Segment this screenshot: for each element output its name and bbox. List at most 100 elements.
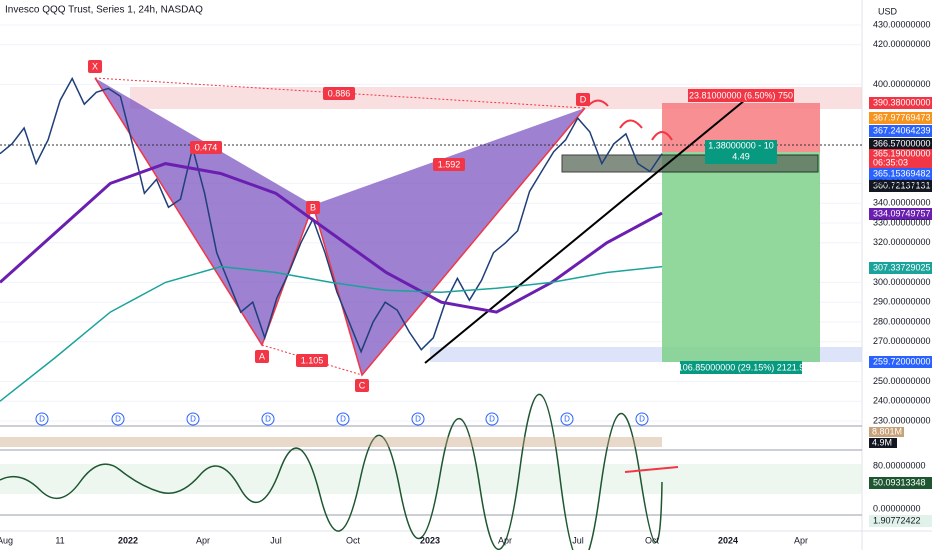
- entry-label: 1.38000000 - 10: [708, 140, 774, 150]
- price-tag-text: 367.97769473: [873, 112, 931, 122]
- y-tick-label: 430.00000000: [873, 19, 931, 29]
- price-tag: [869, 208, 932, 220]
- y-tick-label: 330.00000000: [873, 217, 931, 227]
- rsi-trendline: [624, 466, 679, 473]
- volume-tag-text: 4.9M: [872, 437, 892, 447]
- pattern-label: C: [359, 380, 366, 390]
- x-tick-label: 2023: [420, 535, 440, 545]
- ratio-bg: [296, 354, 328, 367]
- dividend-label: D: [415, 415, 421, 424]
- dividend-label: D: [489, 415, 495, 424]
- ratio: 0.474: [195, 142, 218, 152]
- ratio: 1.105: [301, 355, 324, 365]
- price-tag: [869, 125, 932, 137]
- countdown: 06:35:03: [873, 157, 908, 167]
- dividend-marker: [560, 412, 574, 426]
- dividend-marker: [485, 412, 499, 426]
- ratio-bg: [323, 87, 355, 100]
- dividend-label: D: [564, 415, 570, 424]
- dividend-marker: [261, 412, 275, 426]
- pattern-label-bg: [306, 201, 320, 214]
- trendline: [424, 99, 746, 364]
- currency: USD: [878, 6, 898, 16]
- x-tick-label: Aug: [0, 535, 13, 545]
- dividend-label: D: [115, 415, 121, 424]
- dividend-label: D: [340, 415, 346, 424]
- rsi-tick: 80.00000000: [873, 460, 926, 470]
- x-tick-label: 2024: [718, 535, 738, 545]
- rsi-tag-text: 50.09313348: [873, 477, 926, 487]
- volume-tag-text: 8.801M: [872, 426, 902, 436]
- price-tag-text: 366.57000000: [873, 138, 931, 148]
- y-tick-label: 230.00000000: [873, 415, 931, 425]
- pattern-label: A: [259, 351, 265, 361]
- y-tick-label: 290.00000000: [873, 297, 931, 307]
- y-tick-label: 300.00000000: [873, 277, 931, 287]
- rsi-line: [0, 393, 663, 555]
- pattern-label-bg: [255, 350, 269, 363]
- x-tick-label: Apr: [498, 535, 512, 545]
- macd-tag: [869, 515, 932, 527]
- dividend-label: D: [190, 415, 196, 424]
- y-tick-label: 400.00000000: [873, 79, 931, 89]
- price-tag: [869, 356, 932, 368]
- dividend-marker: [336, 412, 350, 426]
- price-tag: [869, 112, 932, 124]
- price-tag-text: 334.09749757: [873, 208, 931, 218]
- price-tag-text: 367.24064239: [873, 125, 931, 135]
- series-line: [0, 265, 663, 402]
- entry-label-bg: [705, 140, 777, 164]
- pattern-label-bg: [355, 379, 369, 392]
- price-tag-text: 365.19000000: [873, 148, 931, 158]
- price-tag-text: 259.72000000: [873, 356, 931, 366]
- y-tick-label: 340.00000000: [873, 198, 931, 208]
- y-tick-label: 270.00000000: [873, 336, 931, 346]
- pattern-label: X: [92, 61, 98, 71]
- price-tag: [869, 168, 932, 180]
- dividend-marker: [111, 412, 125, 426]
- rsi-band: [0, 464, 862, 494]
- dividend-label: D: [265, 415, 271, 424]
- ratio-bg: [433, 158, 465, 171]
- reward-box: [662, 152, 820, 362]
- price-tag-text: 360.72137131: [873, 180, 931, 190]
- price-tag: [869, 262, 932, 274]
- x-tick-label: Jul: [270, 535, 282, 545]
- risk-label: 23.81000000 (6.50%) 750: [689, 90, 793, 100]
- price-tag: [869, 138, 932, 150]
- range-box: [561, 154, 819, 173]
- y-tick-label: 240.00000000: [873, 396, 931, 406]
- dividend-label: D: [39, 415, 45, 424]
- series-line: [0, 76, 663, 354]
- ratio-bg: [190, 141, 222, 154]
- y-tick-label: 320.00000000: [873, 237, 931, 247]
- x-tick-label: Apr: [196, 535, 210, 545]
- ratio-label: 4.49: [732, 151, 750, 161]
- x-tick-label: Oct: [645, 535, 660, 545]
- dividend-marker: [411, 412, 425, 426]
- price-tag-text: 390.38000000: [873, 97, 931, 107]
- dividend-marker: [35, 412, 49, 426]
- y-tick-label: 250.00000000: [873, 376, 931, 386]
- dividend-label: D: [639, 415, 645, 424]
- macd-tag-text: 1.90772422: [873, 515, 921, 525]
- y-tick-label: 280.00000000: [873, 316, 931, 326]
- reward-label: 106.85000000 (29.15%) 2121.9: [678, 362, 805, 372]
- risk-label-bg: [688, 89, 794, 102]
- chart-title: Invesco QQQ Trust, Series 1, 24h, NASDAQ: [5, 5, 203, 16]
- price-tag: [869, 149, 932, 169]
- y-tick-label: 350.00000000: [873, 178, 931, 188]
- pattern-label-bg: [576, 93, 590, 106]
- volume-tag: [869, 438, 897, 448]
- volume-tag: [869, 427, 904, 437]
- x-tick-label: 11: [55, 535, 64, 545]
- price-tag: [869, 97, 932, 109]
- dividend-marker: [186, 412, 200, 426]
- rsi-tick: 0.00000000: [873, 503, 921, 513]
- price-tag-text: 307.33729025: [873, 262, 931, 272]
- pattern-label: B: [310, 202, 316, 212]
- x-tick-label: Apr: [794, 535, 808, 545]
- ratio: 1.592: [438, 159, 461, 169]
- pattern-label: D: [580, 94, 587, 104]
